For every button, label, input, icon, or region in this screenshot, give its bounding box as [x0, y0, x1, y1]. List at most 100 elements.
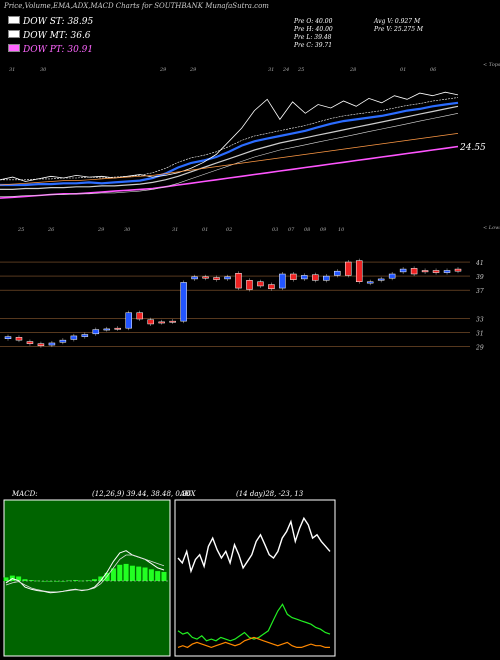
candle-body — [26, 341, 34, 344]
candle-body — [323, 275, 330, 281]
candle-body — [70, 335, 78, 340]
price-tick-label: 37 — [476, 288, 484, 295]
candle-body — [158, 321, 165, 324]
adx-line-2 — [177, 603, 331, 642]
dow-mt-swatch — [8, 30, 20, 38]
candle-body — [37, 343, 45, 347]
macd-histogram-bar — [110, 568, 116, 581]
price-tick-label: 41 — [475, 260, 484, 267]
macd-histogram-bar — [91, 579, 97, 581]
bottom-date-label: 10 — [338, 227, 345, 233]
candle-body — [366, 281, 374, 284]
top-date-label: 28 — [349, 67, 356, 73]
candle-body — [59, 339, 67, 343]
candle-body — [15, 337, 23, 341]
top-date-label: 24 — [282, 67, 289, 73]
macd-histogram-bar — [28, 580, 34, 581]
macd-histogram-bar — [60, 581, 66, 582]
adx-line-3 — [177, 636, 330, 649]
candle-panel: 41 39 37 33 31 29 — [0, 258, 484, 351]
candle-body — [114, 327, 122, 330]
price-tick-label: 39 — [476, 274, 484, 281]
candle-body — [180, 282, 187, 322]
dow-pt-legend: DOW PT: 30.91 — [8, 44, 93, 55]
macd-line-2 — [5, 554, 165, 593]
macd-histogram-bar — [16, 576, 22, 581]
macd-histogram-bar — [98, 576, 104, 581]
candle-body — [388, 273, 396, 279]
top-date-label: 29 — [159, 67, 167, 73]
candle-body — [169, 320, 176, 323]
macd-histogram-bar — [66, 580, 72, 582]
candle-body — [147, 319, 154, 325]
price-tick-label: 33 — [476, 316, 484, 323]
candle-body — [92, 329, 100, 335]
bottom-date-label: 26 — [47, 227, 55, 233]
macd-histogram-bar — [129, 565, 135, 581]
adx-panel: ADX (14 day)28, -23, 13 — [174, 490, 336, 657]
candle-body — [290, 273, 297, 280]
bottom-date-label: 25 — [17, 227, 24, 233]
stat-open: Pre O: 40.00 — [294, 18, 333, 25]
bottom-date-label: 29 — [97, 227, 105, 233]
candle-body — [344, 261, 352, 276]
candle-body — [268, 284, 275, 290]
macd-histogram-bar — [79, 580, 85, 582]
candle-body — [301, 275, 308, 280]
bottom-date-label: 01 — [202, 227, 208, 233]
macd-histogram-bar — [85, 580, 91, 581]
candle-body — [81, 334, 89, 337]
macd-histogram-bar — [123, 563, 129, 581]
top-date-label: 30 — [40, 67, 47, 73]
dow-pt-label: DOW PT: 30.91 — [23, 45, 94, 55]
candle-body — [399, 268, 407, 273]
candle-body — [125, 312, 132, 329]
bottom-date-label: 02 — [226, 227, 232, 233]
candle-body — [4, 336, 12, 339]
top-date-label: 06 — [430, 67, 437, 73]
candle-body — [257, 281, 264, 287]
candle-body — [136, 312, 143, 320]
top-date-label: 01 — [400, 67, 406, 73]
candle-body — [235, 273, 242, 289]
bottom-date-label: 09 — [320, 227, 327, 233]
page-title: Price,Volume,EMA,ADX,MACD Charts for SOU… — [4, 2, 269, 10]
candle-body — [279, 273, 286, 289]
macd-histogram-bar — [142, 567, 148, 581]
dotted-band-line — [0, 97, 459, 181]
ema-line-2 — [0, 105, 459, 190]
candle-body — [355, 260, 363, 282]
macd-histogram-bar — [161, 572, 167, 581]
adx-params: (14 day)28, -23, 13 — [236, 490, 304, 498]
macd-histogram-bar — [22, 579, 28, 581]
top-date-label: 25 — [297, 67, 304, 73]
ema-line-1 — [0, 101, 459, 187]
bottom-date-label: 03 — [272, 227, 278, 233]
top-date-label: 29 — [189, 67, 197, 73]
top-date-label: 31 — [9, 67, 15, 73]
lows-label: < Lows — [483, 225, 500, 231]
candle-body — [334, 270, 341, 276]
tops-label: < Tops — [483, 62, 500, 68]
macd-histogram-bar — [54, 581, 60, 582]
stat-volume: Pre V: 25.275 M — [374, 26, 424, 33]
candle-body — [246, 280, 253, 290]
adx-line-1 — [177, 516, 331, 574]
candle-body — [202, 276, 209, 279]
candle-body — [48, 342, 56, 346]
candle-body — [421, 270, 429, 273]
dow-mt-legend: DOW MT: 36.6 — [8, 30, 91, 41]
macd-histogram-bar — [73, 580, 79, 581]
price-level-label: 24.55 — [459, 143, 486, 153]
price-tick-label: 29 — [475, 344, 484, 351]
dow-st-swatch — [8, 16, 20, 24]
macd-histogram-bar — [136, 566, 142, 581]
candle-body — [432, 270, 440, 273]
macd-histogram-bar — [35, 580, 41, 582]
macd-params: (12,26,9) 39.44, 38.48, 0.96 — [92, 490, 192, 498]
stat-avg-volume: Avg V: 0.927 M — [374, 18, 421, 25]
macd-panel: MACD: (12,26,9) 39.44, 38.48, 0.96 — [3, 490, 192, 657]
dow-st-legend: DOW ST: 38.95 — [8, 16, 93, 27]
macd-histogram-bar — [47, 581, 53, 582]
